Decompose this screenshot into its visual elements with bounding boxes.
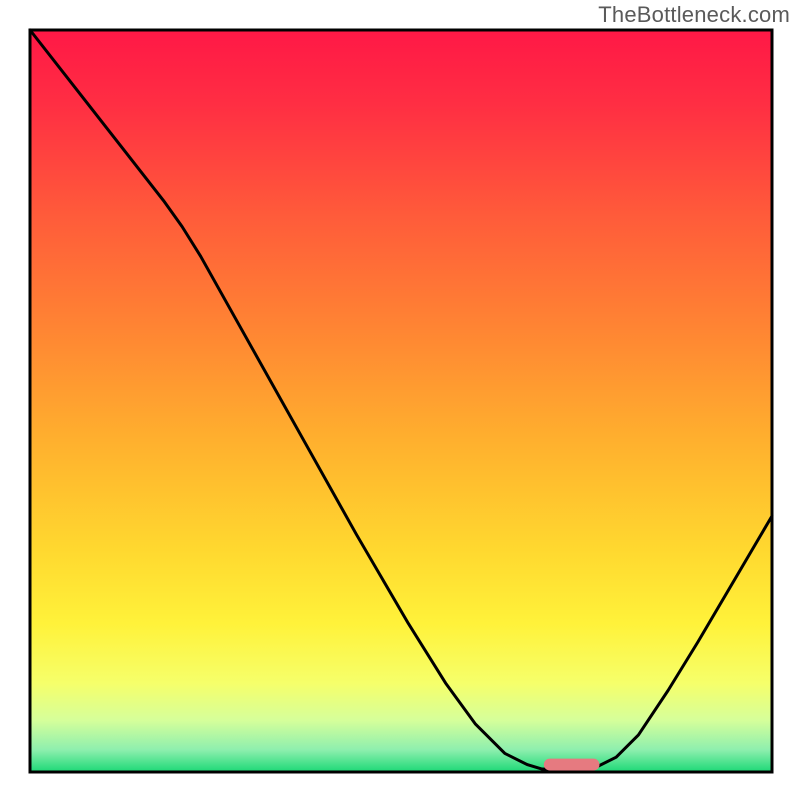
watermark-text: TheBottleneck.com	[598, 2, 790, 28]
gradient-background	[30, 30, 772, 772]
optimal-marker	[544, 759, 600, 771]
chart-root: TheBottleneck.com	[0, 0, 800, 800]
chart-svg	[0, 0, 800, 800]
